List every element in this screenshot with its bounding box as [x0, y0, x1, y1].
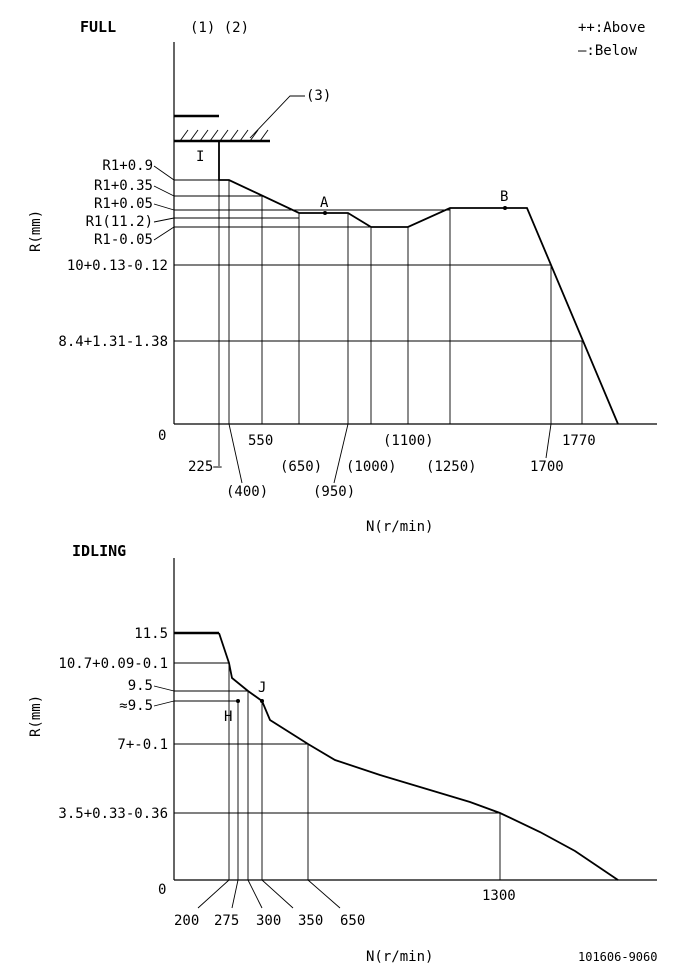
legend-above: ++:Above — [578, 20, 645, 36]
full-markers-top: (1) (2) — [190, 20, 249, 36]
idling-x-label-200: 200 — [174, 913, 199, 929]
full-label-leaders — [153, 165, 175, 241]
idling-curve — [218, 632, 619, 881]
full-x-label-650: (650) — [280, 459, 322, 475]
full-x-label-550: 550 — [248, 433, 273, 449]
idling-y-label-approx-9-5: ≈9.5 — [119, 698, 153, 714]
full-x-label-1700: 1700 — [530, 459, 564, 475]
point-A-mark — [323, 211, 327, 215]
point-H-mark — [236, 699, 240, 703]
idling-x-label-275: 275 — [214, 913, 239, 929]
full-y-label-r1-plus-0-05: R1+0.05 — [94, 196, 153, 212]
full-load-chart: FULL (1) (2) ++:Above —:Below 0 R(mm) — [28, 18, 657, 535]
idling-y-label-11-5: 11.5 — [134, 626, 168, 642]
full-x-label-1000: (1000) — [346, 459, 397, 475]
idling-x-label-1300: 1300 — [482, 888, 516, 904]
point-J-mark — [260, 699, 264, 703]
point-A-label: A — [320, 195, 329, 211]
full-y-label-r1-plus-0-35: R1+0.35 — [94, 178, 153, 194]
idling-y-label-10-7: 10.7+0.09-0.1 — [58, 656, 168, 672]
idling-x-label-350: 350 — [298, 913, 323, 929]
full-y-label-r1-plus-0-9: R1+0.9 — [102, 158, 153, 174]
idling-title: IDLING — [72, 542, 126, 560]
point-J-label: J — [258, 680, 266, 696]
full-x-label-225: 225— — [188, 459, 222, 475]
full-y-zero: 0 — [158, 428, 166, 444]
idling-y-label-9-5: 9.5 — [128, 678, 153, 694]
idling-chart: IDLING 0 R(mm) H J 11.5 — [28, 542, 657, 965]
point-I-label: I — [196, 149, 204, 165]
full-y-label-r1: R1(11.2) — [86, 214, 153, 230]
point-B-mark — [503, 206, 507, 210]
full-reference-lines — [174, 179, 582, 342]
idling-x-label-300: 300 — [256, 913, 281, 929]
full-x-label-1100: (1100) — [383, 433, 434, 449]
full-x-label-400: (400) — [226, 484, 268, 500]
idling-x-axis-label: N(r/min) — [366, 949, 433, 965]
point-H-label: H — [224, 709, 232, 725]
point-B-label: B — [500, 189, 508, 205]
full-load-curve — [218, 141, 619, 425]
idling-y-label-7: 7+-0.1 — [117, 737, 168, 753]
idling-label-leaders — [153, 685, 175, 707]
full-x-label-1770: 1770 — [562, 433, 596, 449]
idling-y-axis-label: R(mm) — [28, 695, 44, 737]
full-y-label-10: 10+0.13-0.12 — [67, 258, 168, 274]
idling-y-zero: 0 — [158, 882, 166, 898]
full-y-label-8-4: 8.4+1.31-1.38 — [58, 334, 168, 350]
full-x-label-950: (950) — [313, 484, 355, 500]
full-title: FULL — [80, 18, 116, 36]
idling-vertical-lines — [228, 663, 501, 880]
full-x-axis-label: N(r/min) — [366, 519, 433, 535]
full-y-axis-label: R(mm) — [28, 210, 44, 252]
legend-below: —:Below — [578, 43, 638, 59]
full-vertical-lines — [218, 141, 583, 424]
full-y-label-r1-minus-0-05: R1-0.05 — [94, 232, 153, 248]
idling-reference-lines — [174, 662, 500, 814]
idling-x-leaders — [197, 879, 341, 909]
stop-label: (3) — [306, 88, 331, 104]
full-stop-marker: (3) I — [174, 88, 331, 165]
idling-x-label-650: 650 — [340, 913, 365, 929]
idling-y-label-3-5: 3.5+0.33-0.36 — [58, 806, 168, 822]
drawing-number: 101606-9060 — [578, 950, 657, 964]
full-x-label-1250: (1250) — [426, 459, 477, 475]
